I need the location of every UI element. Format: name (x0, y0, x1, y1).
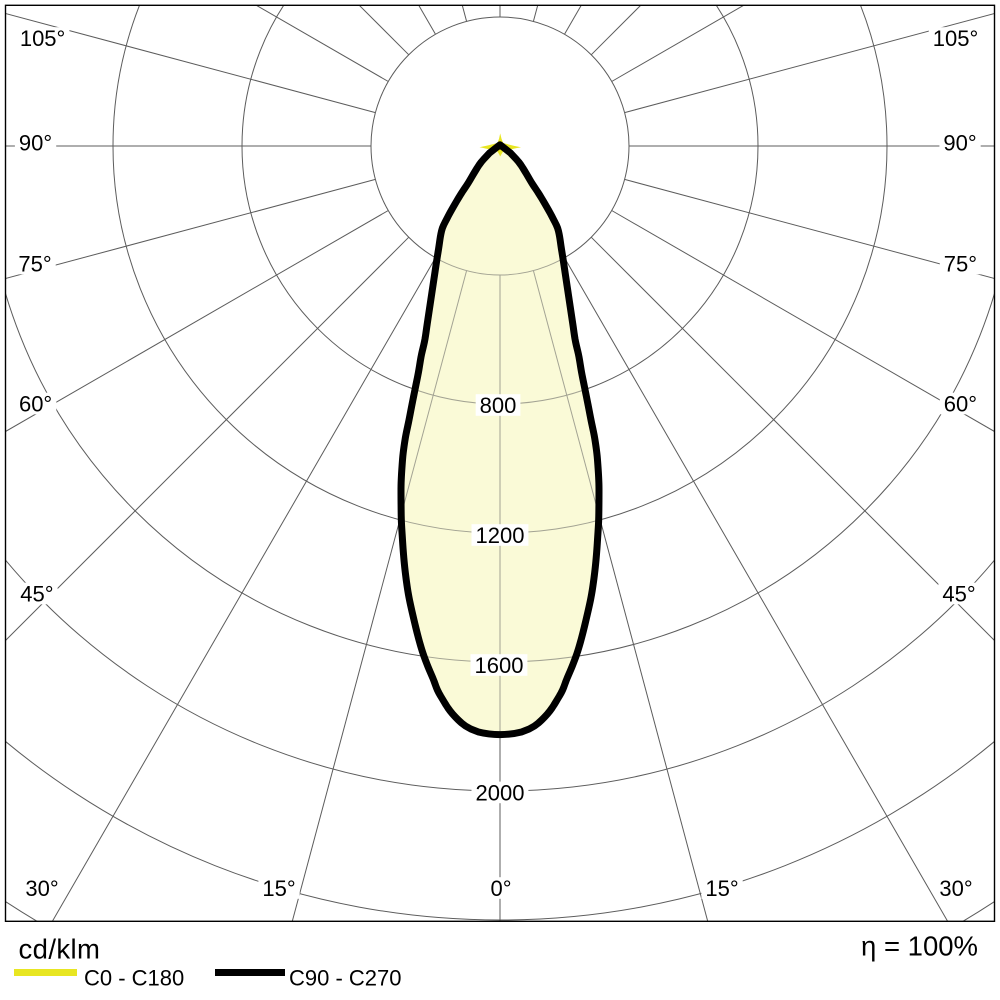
svg-text:cd/klm: cd/klm (19, 934, 101, 965)
svg-text:90°: 90° (943, 130, 976, 155)
svg-text:45°: 45° (20, 581, 53, 606)
svg-text:45°: 45° (942, 581, 975, 606)
svg-text:105°: 105° (933, 26, 979, 51)
svg-text:75°: 75° (18, 251, 51, 276)
svg-text:30°: 30° (25, 876, 58, 901)
svg-text:15°: 15° (705, 876, 738, 901)
svg-text:2000: 2000 (476, 780, 525, 805)
svg-text:0°: 0° (490, 876, 511, 901)
svg-text:η = 100%: η = 100% (861, 931, 978, 962)
svg-text:15°: 15° (262, 876, 295, 901)
svg-text:90°: 90° (19, 130, 52, 155)
svg-text:30°: 30° (939, 876, 972, 901)
svg-text:60°: 60° (944, 391, 977, 416)
svg-text:1600: 1600 (475, 653, 524, 678)
svg-text:75°: 75° (944, 251, 977, 276)
svg-text:1200: 1200 (476, 523, 525, 548)
svg-text:105°: 105° (20, 26, 66, 51)
svg-text:C90 - C270: C90 - C270 (289, 966, 402, 991)
svg-text:800: 800 (480, 393, 517, 418)
svg-text:60°: 60° (19, 391, 52, 416)
svg-text:C0 - C180: C0 - C180 (84, 966, 184, 991)
